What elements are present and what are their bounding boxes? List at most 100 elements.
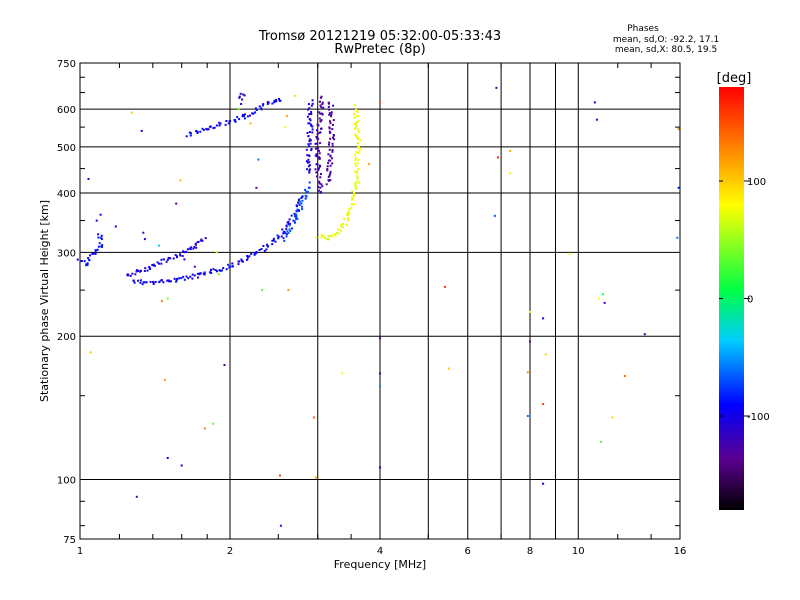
- trace-point: [292, 219, 295, 222]
- trace-point: [289, 230, 292, 232]
- trace-point: [309, 168, 311, 171]
- trace-point: [308, 122, 311, 125]
- trace-point: [236, 116, 239, 119]
- trace-point: [330, 157, 333, 160]
- trace-point: [200, 238, 203, 241]
- x-tick-label: 10: [572, 546, 585, 557]
- trace-point: [278, 98, 280, 100]
- trace-point: [195, 246, 198, 249]
- trace-point: [97, 236, 100, 239]
- scatter-point: [379, 385, 381, 388]
- y-axis-label: Stationary phase Virtual Height [km]: [38, 200, 51, 402]
- scatter-point: [284, 126, 287, 129]
- trace-point: [237, 263, 240, 266]
- trace-point: [175, 280, 178, 283]
- trace-point: [229, 265, 232, 268]
- trace-point: [329, 137, 332, 140]
- trace-point: [318, 189, 320, 192]
- trace-point: [309, 119, 312, 122]
- trace-point: [240, 103, 243, 105]
- trace-point: [173, 277, 176, 280]
- trace-point: [254, 111, 257, 114]
- trace-point: [241, 98, 244, 101]
- trace-point: [220, 269, 223, 272]
- trace-point: [258, 249, 261, 251]
- trace-point: [315, 236, 318, 239]
- y-tick-label: 500: [57, 143, 76, 154]
- scatter-point: [179, 179, 182, 182]
- y-tick-label: 75: [63, 535, 76, 546]
- scatter-point: [542, 482, 545, 485]
- trace-point: [357, 159, 360, 161]
- trace-point: [348, 211, 351, 214]
- trace-point: [306, 190, 309, 193]
- y-tick-label: 400: [57, 189, 76, 200]
- trace-point: [327, 162, 330, 164]
- scatter-point: [180, 464, 183, 467]
- trace-point: [97, 233, 100, 236]
- trace-point: [295, 216, 298, 219]
- trace-point: [316, 163, 319, 166]
- x-tick-label: 6: [465, 546, 471, 557]
- trace-point: [210, 272, 213, 274]
- trace-point: [88, 259, 91, 261]
- trace-point: [86, 262, 89, 265]
- trace-point: [315, 147, 317, 150]
- trace-point: [282, 232, 285, 235]
- trace-point: [168, 257, 171, 260]
- trace-point: [331, 142, 334, 145]
- trace-point: [289, 222, 291, 225]
- scatter-point: [526, 415, 529, 417]
- x-tick-label: 16: [674, 546, 687, 557]
- trace-point: [295, 209, 298, 212]
- scatter-point: [279, 474, 281, 477]
- trace-point: [328, 130, 331, 133]
- trace-point: [271, 239, 274, 242]
- trace-point: [328, 113, 331, 116]
- trace-point: [286, 233, 288, 236]
- trace-point: [260, 108, 263, 111]
- trace-point: [310, 148, 313, 150]
- trace-point: [327, 101, 330, 104]
- trace-point: [357, 138, 360, 140]
- trace-point: [317, 147, 319, 150]
- trace-point: [307, 143, 310, 146]
- trace-point: [247, 256, 249, 259]
- scatter-point: [367, 163, 370, 166]
- trace-point: [315, 171, 318, 174]
- trace-point: [353, 104, 356, 107]
- trace-point: [321, 185, 324, 188]
- trace-point: [311, 131, 314, 134]
- trace-point: [274, 240, 277, 243]
- trace-point: [132, 279, 135, 282]
- scatter-point: [203, 427, 206, 430]
- trace-point: [94, 250, 97, 253]
- trace-point: [240, 258, 243, 261]
- trace-point: [356, 110, 359, 113]
- scatter-point: [623, 375, 626, 377]
- trace-point: [357, 152, 360, 154]
- trace-point: [188, 131, 191, 134]
- trace-point: [204, 237, 207, 240]
- trace-point: [314, 168, 317, 171]
- scatter-point: [212, 422, 215, 425]
- trace-point: [348, 208, 351, 210]
- trace-point: [355, 170, 358, 173]
- trace-point: [189, 134, 192, 137]
- trace-point: [266, 103, 269, 105]
- trace-point: [352, 195, 355, 198]
- trace-point: [266, 245, 269, 247]
- trace-point: [327, 238, 330, 241]
- trace-point: [203, 273, 206, 276]
- trace-point: [358, 150, 361, 153]
- trace-point: [328, 102, 330, 105]
- trace-point: [288, 228, 291, 231]
- trace-point: [350, 206, 353, 209]
- trace-point: [296, 218, 299, 220]
- scatter-point: [142, 231, 145, 234]
- trace-point: [320, 127, 322, 130]
- scatter-point: [95, 219, 98, 222]
- scatter-point: [279, 524, 282, 527]
- scatter-point: [379, 372, 381, 375]
